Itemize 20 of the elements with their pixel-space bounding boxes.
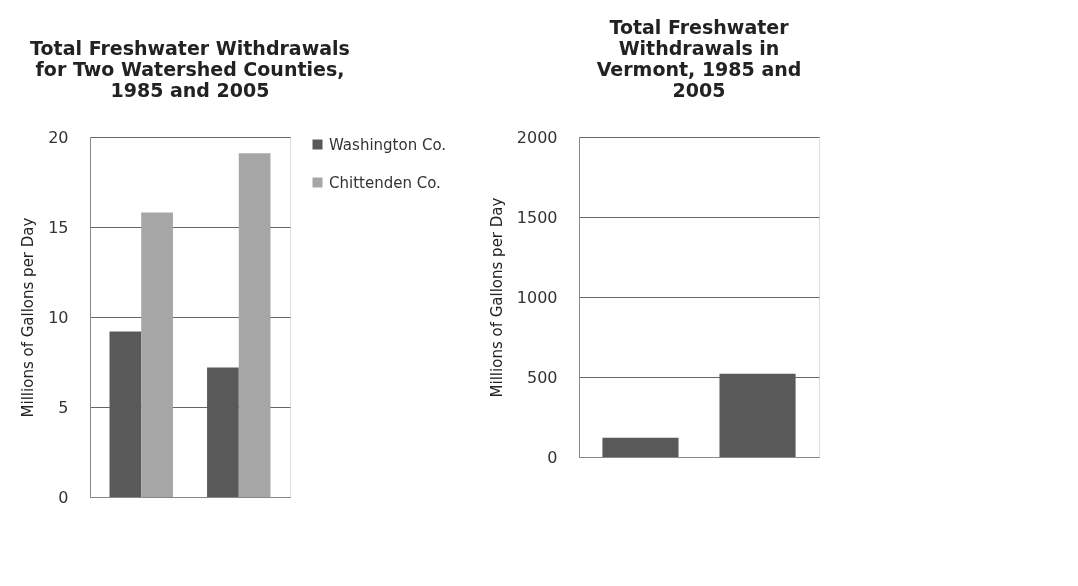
y-tick-label: 500 [526, 367, 558, 387]
y-tick-label: 2000 [516, 127, 558, 147]
legend-label: Washington Co. [329, 135, 447, 154]
chart-title: Total Freshwater Withdrawals for Two Watershed Counties, 1985 and 2005 [30, 37, 350, 101]
y-tick-label: 1500 [516, 207, 558, 227]
chart-title: Total Freshwater Withdrawals in Vermont, 1985 and 2005 [596, 16, 802, 101]
y-tick-label: 15 [48, 217, 69, 237]
bar [207, 367, 239, 497]
bar [109, 331, 142, 497]
bar [238, 153, 271, 497]
legend-label: Chittenden Co. [329, 173, 441, 192]
y-tick-label: 5 [58, 397, 69, 417]
y-tick-label: 10 [48, 307, 69, 327]
y-tick-label: 0 [58, 487, 69, 507]
y-axis-title: Millions of Gallons per Day [19, 217, 38, 418]
y-tick-label: 0 [547, 447, 558, 467]
bar [141, 212, 173, 497]
y-axis-title: Millions of Gallons per Day [487, 197, 506, 398]
y-tick-label: 20 [48, 127, 69, 147]
y-tick-label: 1000 [516, 287, 558, 307]
